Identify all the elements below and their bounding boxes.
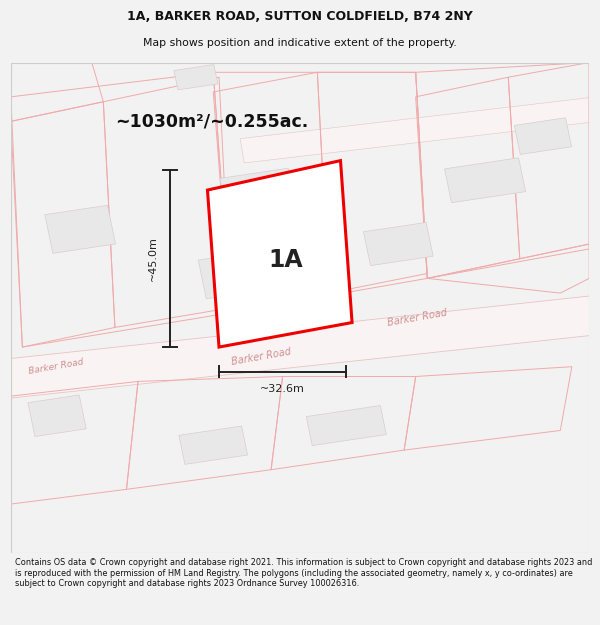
Bar bbox=[179, 426, 248, 464]
Text: 1A, BARKER ROAD, SUTTON COLDFIELD, B74 2NY: 1A, BARKER ROAD, SUTTON COLDFIELD, B74 2… bbox=[127, 9, 473, 22]
Text: Barker Road: Barker Road bbox=[28, 357, 85, 376]
Bar bbox=[364, 222, 433, 266]
Bar bbox=[514, 118, 572, 154]
Text: ~1030m²/~0.255ac.: ~1030m²/~0.255ac. bbox=[115, 112, 308, 131]
Text: ~32.6m: ~32.6m bbox=[260, 384, 305, 394]
Polygon shape bbox=[208, 161, 352, 347]
Bar bbox=[306, 406, 386, 446]
Polygon shape bbox=[0, 293, 600, 401]
Text: 1A: 1A bbox=[268, 248, 303, 272]
Bar bbox=[445, 158, 526, 202]
Bar bbox=[174, 64, 218, 90]
Text: Map shows position and indicative extent of the property.: Map shows position and indicative extent… bbox=[143, 38, 457, 48]
Text: Barker Road: Barker Road bbox=[387, 308, 448, 328]
Text: Barker Road: Barker Road bbox=[230, 347, 292, 367]
Bar bbox=[198, 248, 286, 299]
Polygon shape bbox=[240, 94, 600, 163]
Bar bbox=[220, 168, 299, 231]
Bar bbox=[45, 205, 116, 253]
Text: Contains OS data © Crown copyright and database right 2021. This information is : Contains OS data © Crown copyright and d… bbox=[15, 558, 592, 588]
Text: ~45.0m: ~45.0m bbox=[148, 236, 158, 281]
Bar bbox=[28, 395, 86, 436]
